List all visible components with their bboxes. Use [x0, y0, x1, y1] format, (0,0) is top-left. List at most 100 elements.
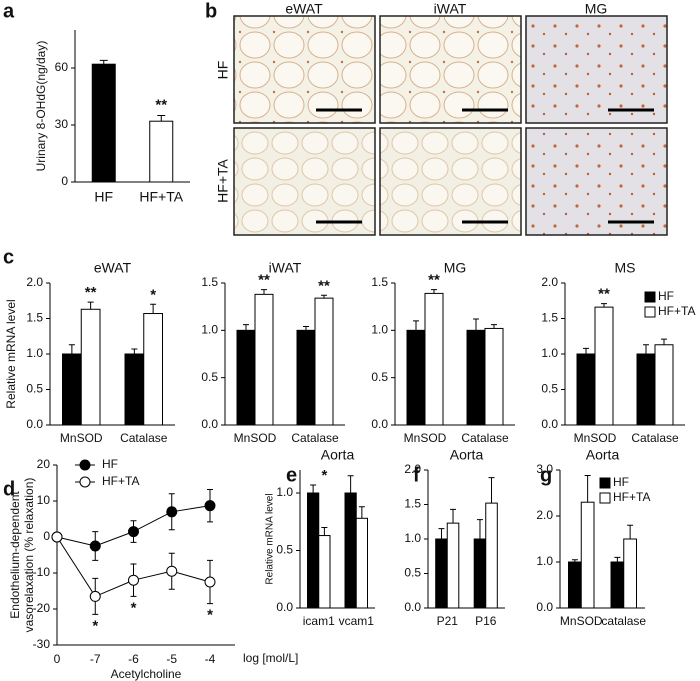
- x-tick-label: -7: [90, 652, 101, 666]
- legend-swatch: [644, 291, 656, 303]
- error-bar: [321, 527, 328, 536]
- bar: [355, 517, 368, 609]
- bar: [654, 344, 674, 426]
- y-tick-label: 0.0: [536, 600, 553, 614]
- significance: *: [131, 599, 137, 616]
- error-bar: [661, 338, 667, 345]
- y-tick-label: -20: [33, 601, 51, 615]
- error-bar: [99, 59, 108, 65]
- y-axis-label: Relative mRNA level: [265, 493, 276, 584]
- bar: [594, 306, 614, 426]
- y-tick-label: 0.5: [26, 382, 43, 396]
- marker: [166, 506, 178, 518]
- y-tick-label: 0: [61, 174, 68, 188]
- y-tick-label: 0.0: [201, 417, 218, 431]
- column-label: iWAT: [434, 1, 467, 17]
- panel-label: b: [205, 0, 217, 22]
- bar: [485, 502, 498, 609]
- error-bar: [584, 475, 591, 503]
- bar: [91, 63, 116, 183]
- legend-label: HF: [613, 475, 629, 489]
- marker: [166, 565, 178, 577]
- error-bar: [488, 477, 495, 504]
- y-tick-label: 3.0: [536, 462, 553, 476]
- error-bar: [68, 344, 75, 354]
- y-axis-label: Endothelium-dependent: [8, 491, 22, 619]
- scale-bars: [316, 108, 654, 224]
- legend-swatch: [599, 492, 611, 504]
- panel-label: g: [540, 464, 552, 486]
- significance: **: [318, 277, 330, 294]
- error-bar: [583, 347, 589, 354]
- y-tick-label: 30: [55, 117, 69, 131]
- x-tick-label: -6: [128, 652, 139, 666]
- y-tick-label: 60: [55, 60, 69, 74]
- bar: [62, 353, 82, 426]
- error-bar: [627, 524, 634, 539]
- x-tick-label: 0: [54, 652, 61, 666]
- bar: [307, 492, 320, 609]
- legend-label: HF: [102, 457, 118, 471]
- y-tick-label: 2.0: [26, 275, 43, 289]
- significance: **: [598, 286, 610, 303]
- chart-title: iWAT: [269, 260, 302, 276]
- x-tick-label: MnSOD: [234, 431, 277, 445]
- bar: [446, 522, 460, 609]
- error-bar: [473, 318, 479, 331]
- bar: [344, 492, 357, 609]
- y-tick-label: 0.0: [404, 600, 421, 614]
- significance: **: [85, 284, 97, 301]
- error-bar: [261, 289, 267, 295]
- y-tick-label: 0: [43, 529, 50, 543]
- x-tick-label: P16: [475, 614, 497, 628]
- panel-label: d: [3, 478, 15, 500]
- chart-title: eWAT: [94, 260, 132, 276]
- legend-label: HF: [658, 289, 674, 303]
- error-bar: [243, 324, 249, 331]
- legend-label: HF+TA: [658, 304, 695, 318]
- y-tick-label: 2.0: [404, 462, 421, 476]
- y-tick-label: 20: [37, 457, 51, 471]
- error-bar: [643, 344, 649, 354]
- y-tick-label: 1.5: [541, 311, 558, 325]
- y-tick-label: 0.0: [371, 417, 388, 431]
- marker: [89, 540, 101, 552]
- x-tick-label: MnSOD: [574, 431, 617, 445]
- marker: [128, 574, 139, 586]
- bar: [143, 313, 163, 426]
- y-axis-label: Urinary 8-OHdG(ng/day): [34, 41, 48, 172]
- row-label: HF: [215, 61, 231, 80]
- y-tick-label: 0.5: [201, 370, 218, 384]
- y-tick-label: 1.0: [201, 323, 218, 337]
- error-bar: [571, 559, 578, 562]
- bar: [314, 297, 334, 426]
- micrograph: [233, 15, 376, 124]
- micrograph: [233, 127, 376, 236]
- x-tick-label: HF+TA: [139, 189, 183, 205]
- chart-title: Aorta: [450, 447, 484, 463]
- bar: [580, 501, 595, 609]
- marker: [51, 531, 63, 543]
- legend-swatch: [644, 306, 656, 318]
- y-axis-label: Relative mRNA level: [4, 299, 18, 408]
- significance: *: [92, 617, 98, 634]
- y-tick-label: 0.0: [541, 417, 558, 431]
- bar: [568, 561, 582, 609]
- error-bar: [157, 115, 166, 122]
- bar: [424, 292, 444, 426]
- legend-marker: [79, 476, 91, 488]
- x-tick-label: icam1: [303, 614, 335, 628]
- bar: [576, 353, 596, 426]
- x-tick-label: -5: [166, 652, 177, 666]
- y-tick-label: 2.0: [536, 508, 553, 522]
- legend-label: HF+TA: [102, 474, 139, 488]
- y-tick-label: 2.0: [541, 275, 558, 289]
- bar: [435, 538, 448, 609]
- y-tick-label: -30: [33, 637, 51, 651]
- chart-title: MG: [444, 260, 467, 276]
- y-tick-label: 1.0: [404, 531, 421, 545]
- y-tick-label: 1.5: [371, 275, 388, 289]
- bar: [484, 327, 504, 426]
- bar: [254, 293, 274, 426]
- bar: [406, 329, 426, 426]
